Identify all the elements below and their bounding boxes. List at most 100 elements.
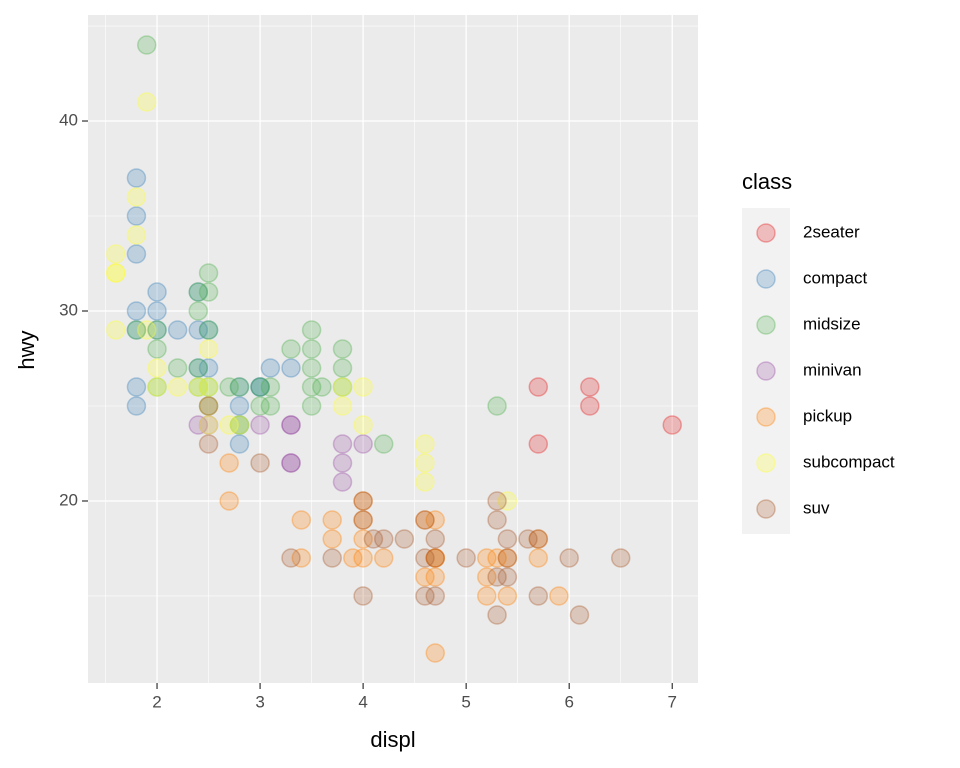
point bbox=[198, 396, 219, 416]
point bbox=[425, 567, 445, 587]
point bbox=[456, 548, 476, 568]
point bbox=[425, 548, 445, 568]
legend-label: subcompact bbox=[803, 452, 895, 471]
point bbox=[136, 35, 157, 55]
point bbox=[198, 320, 219, 340]
point bbox=[219, 453, 239, 473]
point bbox=[353, 510, 373, 530]
point bbox=[126, 301, 147, 321]
point bbox=[281, 548, 301, 568]
point bbox=[580, 396, 600, 416]
point bbox=[322, 548, 342, 568]
point bbox=[126, 225, 147, 245]
point bbox=[343, 548, 363, 568]
point bbox=[312, 377, 332, 397]
point bbox=[291, 510, 312, 530]
point bbox=[610, 548, 631, 568]
point bbox=[528, 548, 549, 568]
point bbox=[487, 567, 507, 587]
point bbox=[662, 415, 682, 435]
point bbox=[322, 529, 342, 549]
point bbox=[126, 244, 147, 264]
point bbox=[415, 586, 435, 606]
point bbox=[477, 567, 497, 587]
legend-key bbox=[756, 407, 776, 427]
point bbox=[425, 529, 445, 549]
point bbox=[301, 377, 322, 397]
point bbox=[301, 339, 322, 359]
point bbox=[106, 244, 126, 264]
point bbox=[188, 301, 209, 321]
point bbox=[528, 434, 549, 454]
point bbox=[332, 396, 353, 416]
x-tick-label: 7 bbox=[668, 692, 677, 711]
point bbox=[301, 358, 322, 378]
point bbox=[167, 377, 188, 397]
legend-label: compact bbox=[803, 268, 868, 287]
point bbox=[147, 282, 167, 302]
point bbox=[580, 377, 600, 397]
point bbox=[188, 377, 209, 397]
point bbox=[147, 339, 167, 359]
legend-keys-background bbox=[742, 208, 790, 534]
point bbox=[373, 434, 394, 454]
point bbox=[250, 415, 270, 435]
point bbox=[147, 377, 167, 397]
point bbox=[477, 548, 497, 568]
point bbox=[353, 529, 373, 549]
point bbox=[229, 415, 250, 435]
point bbox=[353, 434, 373, 454]
point bbox=[188, 320, 209, 340]
point bbox=[198, 396, 219, 416]
point bbox=[229, 434, 250, 454]
point bbox=[415, 548, 435, 568]
point bbox=[528, 377, 549, 397]
point bbox=[126, 206, 147, 226]
point bbox=[219, 491, 239, 511]
point bbox=[126, 168, 147, 188]
y-tick-label: 40 bbox=[59, 110, 78, 129]
point bbox=[260, 358, 281, 378]
point bbox=[250, 396, 270, 416]
point bbox=[219, 415, 239, 435]
point bbox=[497, 529, 518, 549]
point bbox=[229, 396, 250, 416]
point bbox=[229, 415, 250, 435]
point bbox=[528, 529, 549, 549]
point bbox=[198, 415, 219, 435]
point bbox=[373, 548, 394, 568]
point bbox=[198, 415, 219, 435]
point bbox=[198, 377, 219, 397]
legend-key bbox=[756, 453, 776, 473]
point bbox=[281, 453, 301, 473]
legend-label: suv bbox=[803, 498, 830, 517]
point bbox=[569, 605, 590, 625]
point bbox=[353, 377, 373, 397]
legend-label: minivan bbox=[803, 360, 862, 379]
point bbox=[260, 396, 281, 416]
point bbox=[126, 187, 147, 207]
point bbox=[528, 586, 549, 606]
point bbox=[250, 377, 270, 397]
point bbox=[549, 586, 569, 606]
point bbox=[415, 472, 435, 492]
point bbox=[147, 301, 167, 321]
x-tick-label: 3 bbox=[255, 692, 264, 711]
point bbox=[332, 434, 353, 454]
point bbox=[363, 529, 384, 549]
point bbox=[219, 377, 239, 397]
point bbox=[281, 415, 301, 435]
point bbox=[373, 529, 394, 549]
point bbox=[188, 282, 209, 302]
point bbox=[353, 415, 373, 435]
point bbox=[291, 548, 312, 568]
point bbox=[353, 510, 373, 530]
plot-background bbox=[88, 15, 698, 683]
point bbox=[198, 358, 219, 378]
point bbox=[528, 529, 549, 549]
point bbox=[415, 567, 435, 587]
point bbox=[487, 605, 507, 625]
point bbox=[188, 282, 209, 302]
point bbox=[425, 510, 445, 530]
